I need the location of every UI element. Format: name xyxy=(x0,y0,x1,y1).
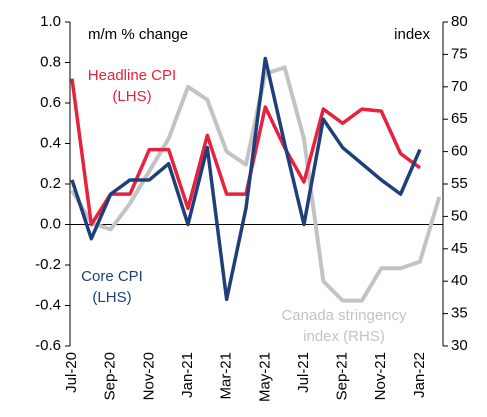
y2-tick-label: 50 xyxy=(451,207,468,224)
y2-tick-label: 65 xyxy=(451,110,468,127)
y-axis-label: m/m % change xyxy=(88,26,188,43)
y-tick-label: 0.4 xyxy=(40,134,61,151)
x-tick-label: Nov-20 xyxy=(140,352,157,400)
x-tick-label: Jan-22 xyxy=(411,352,428,398)
series-line xyxy=(70,56,422,302)
y2-tick-label: 30 xyxy=(451,337,468,354)
y2-tick-label: 40 xyxy=(451,272,468,289)
y2-tick-label: 35 xyxy=(451,305,468,322)
y2-tick-label: 80 xyxy=(451,13,468,30)
y2-axis-label: index xyxy=(394,26,430,43)
annotation: Core CPI xyxy=(81,268,143,285)
y-tick-label: 0.6 xyxy=(40,94,61,111)
annotation: Canada stringency xyxy=(281,307,407,324)
x-tick-label: Nov-21 xyxy=(372,352,389,400)
x-tick-label: Jul-21 xyxy=(295,352,312,393)
x-tick-label: Sep-20 xyxy=(102,352,119,400)
y2-tick-label: 55 xyxy=(451,175,468,192)
annotation: index (RHS) xyxy=(303,328,385,345)
y-tick-label: 1.0 xyxy=(40,13,61,30)
x-tick-label: Sep-21 xyxy=(334,352,351,400)
annotation: Headline CPI xyxy=(88,67,176,84)
annotation: (LHS) xyxy=(92,289,131,306)
y2-tick-label: 70 xyxy=(451,78,468,95)
y-tick-label: 0.8 xyxy=(40,53,61,70)
annotation: (LHS) xyxy=(112,88,151,105)
y2-tick-label: 60 xyxy=(451,143,468,160)
series-line xyxy=(70,78,421,227)
y2-tick-label: 75 xyxy=(451,45,468,62)
x-tick-label: Mar-21 xyxy=(218,352,235,400)
y-tick-label: 0.2 xyxy=(40,175,61,192)
x-tick-label: May-21 xyxy=(256,352,273,402)
y-tick-label: -0.6 xyxy=(35,337,61,354)
y-tick-label: -0.2 xyxy=(35,256,61,273)
y-tick-label: 0.0 xyxy=(40,215,61,232)
y-tick-label: -0.4 xyxy=(35,296,61,313)
x-tick-label: Jul-20 xyxy=(63,352,80,393)
series-line xyxy=(70,65,442,303)
x-tick-label: Jan-21 xyxy=(179,352,196,398)
y2-tick-label: 45 xyxy=(451,240,468,257)
